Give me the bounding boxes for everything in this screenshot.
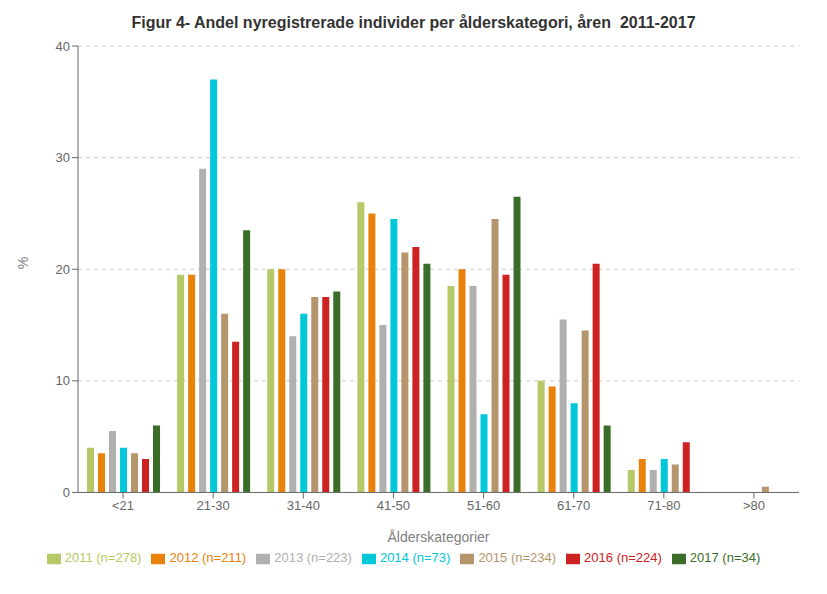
html-text:2013 (n=223): 2013 (n=223) bbox=[274, 550, 352, 566]
html-text:2015 (n=234): 2015 (n=234) bbox=[478, 550, 557, 566]
svg-text:51-60: 51-60 bbox=[467, 498, 500, 513]
svg-text:%: % bbox=[15, 257, 31, 269]
svg-text:Ålderskategorier: Ålderskategorier bbox=[388, 529, 490, 545]
html-text:2017 (n=34): 2017 (n=34) bbox=[689, 550, 761, 566]
html-text:2014 (n=73): 2014 (n=73) bbox=[379, 550, 451, 566]
svg-text:41-50: 41-50 bbox=[377, 498, 410, 513]
svg-text:30: 30 bbox=[56, 150, 70, 165]
html-text:2012 (n=211): 2012 (n=211) bbox=[169, 550, 247, 566]
html-text:2011 (n=278): 2011 (n=278) bbox=[64, 550, 142, 566]
svg-text:31-40: 31-40 bbox=[287, 498, 320, 513]
svg-text:>80: >80 bbox=[743, 498, 765, 513]
svg-text:0: 0 bbox=[63, 485, 70, 500]
html-text:Figur 4- Andel nyregistrerade: Figur 4- Andel nyregistrerade individer … bbox=[131, 14, 696, 31]
svg-text:40: 40 bbox=[56, 39, 70, 54]
svg-text:71-80: 71-80 bbox=[647, 498, 680, 513]
svg-text:<21: <21 bbox=[112, 498, 134, 513]
svg-text:10: 10 bbox=[56, 373, 70, 388]
html-text:2016 (n=224): 2016 (n=224) bbox=[584, 550, 662, 566]
svg-text:61-70: 61-70 bbox=[557, 498, 590, 513]
svg-text:21-30: 21-30 bbox=[197, 498, 230, 513]
svg-text:20: 20 bbox=[56, 262, 70, 277]
